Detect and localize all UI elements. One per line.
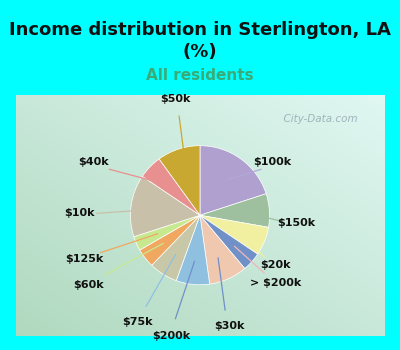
Text: $100k: $100k <box>253 157 292 167</box>
Text: $200k: $200k <box>152 331 190 341</box>
Wedge shape <box>130 176 200 237</box>
Wedge shape <box>200 194 270 228</box>
Wedge shape <box>200 146 266 215</box>
Text: $20k: $20k <box>260 260 290 271</box>
Wedge shape <box>134 215 200 250</box>
Text: $125k: $125k <box>65 254 103 264</box>
Wedge shape <box>200 215 258 268</box>
Text: $150k: $150k <box>278 218 316 228</box>
Text: > $200k: > $200k <box>250 278 301 288</box>
Text: $40k: $40k <box>78 157 109 167</box>
Wedge shape <box>200 215 245 284</box>
Text: Income distribution in Sterlington, LA
(%): Income distribution in Sterlington, LA (… <box>9 21 391 61</box>
Wedge shape <box>140 215 200 265</box>
Wedge shape <box>159 146 200 215</box>
Wedge shape <box>152 215 200 281</box>
Text: $10k: $10k <box>64 208 94 218</box>
Wedge shape <box>176 215 210 285</box>
Text: $30k: $30k <box>214 321 244 331</box>
Text: $75k: $75k <box>122 316 152 327</box>
Text: City-Data.com: City-Data.com <box>278 114 358 124</box>
Wedge shape <box>200 215 268 254</box>
Text: $50k: $50k <box>161 94 191 104</box>
Text: $60k: $60k <box>74 280 104 290</box>
Text: All residents: All residents <box>146 68 254 83</box>
Wedge shape <box>142 159 200 215</box>
